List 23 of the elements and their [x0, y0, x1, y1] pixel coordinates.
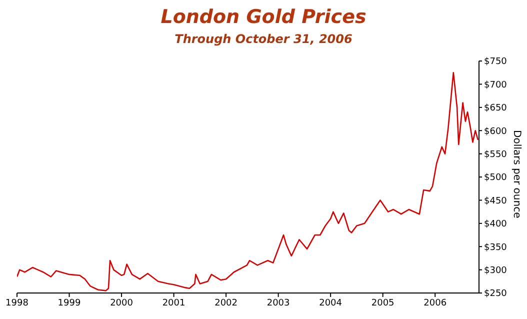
x-tick-label: 2006 — [424, 298, 447, 308]
y-tick-label: $250 — [484, 289, 508, 300]
y-tick-label: $450 — [484, 196, 508, 206]
x-tick-label: 2003 — [266, 298, 290, 308]
y-tick-label: $400 — [484, 220, 508, 230]
x-tick-label: 2002 — [214, 298, 238, 308]
y-tick-label: $550 — [484, 150, 508, 160]
y-axis-title: Dollars per ounce — [511, 130, 522, 218]
x-tick-label: 1999 — [58, 298, 81, 308]
x-tick-label: 2004 — [319, 298, 342, 308]
y-tick-label: $650 — [484, 104, 508, 114]
y-tick-label: $350 — [484, 242, 508, 253]
y-tick-label: $700 — [484, 80, 508, 90]
y-tick-label: $600 — [484, 126, 508, 137]
y-tick-label: $750 — [484, 57, 508, 68]
x-tick-label: 1998 — [6, 298, 29, 308]
x-tick-label: 2000 — [110, 298, 134, 308]
x-tick-label: 2005 — [371, 298, 394, 308]
y-tick-label: $300 — [484, 266, 508, 276]
chart-subtitle: Through October 31, 2006 — [174, 32, 354, 46]
y-tick-label: $500 — [484, 173, 508, 184]
chart-title: London Gold Prices — [160, 6, 368, 28]
x-tick-label: 2001 — [162, 298, 186, 308]
